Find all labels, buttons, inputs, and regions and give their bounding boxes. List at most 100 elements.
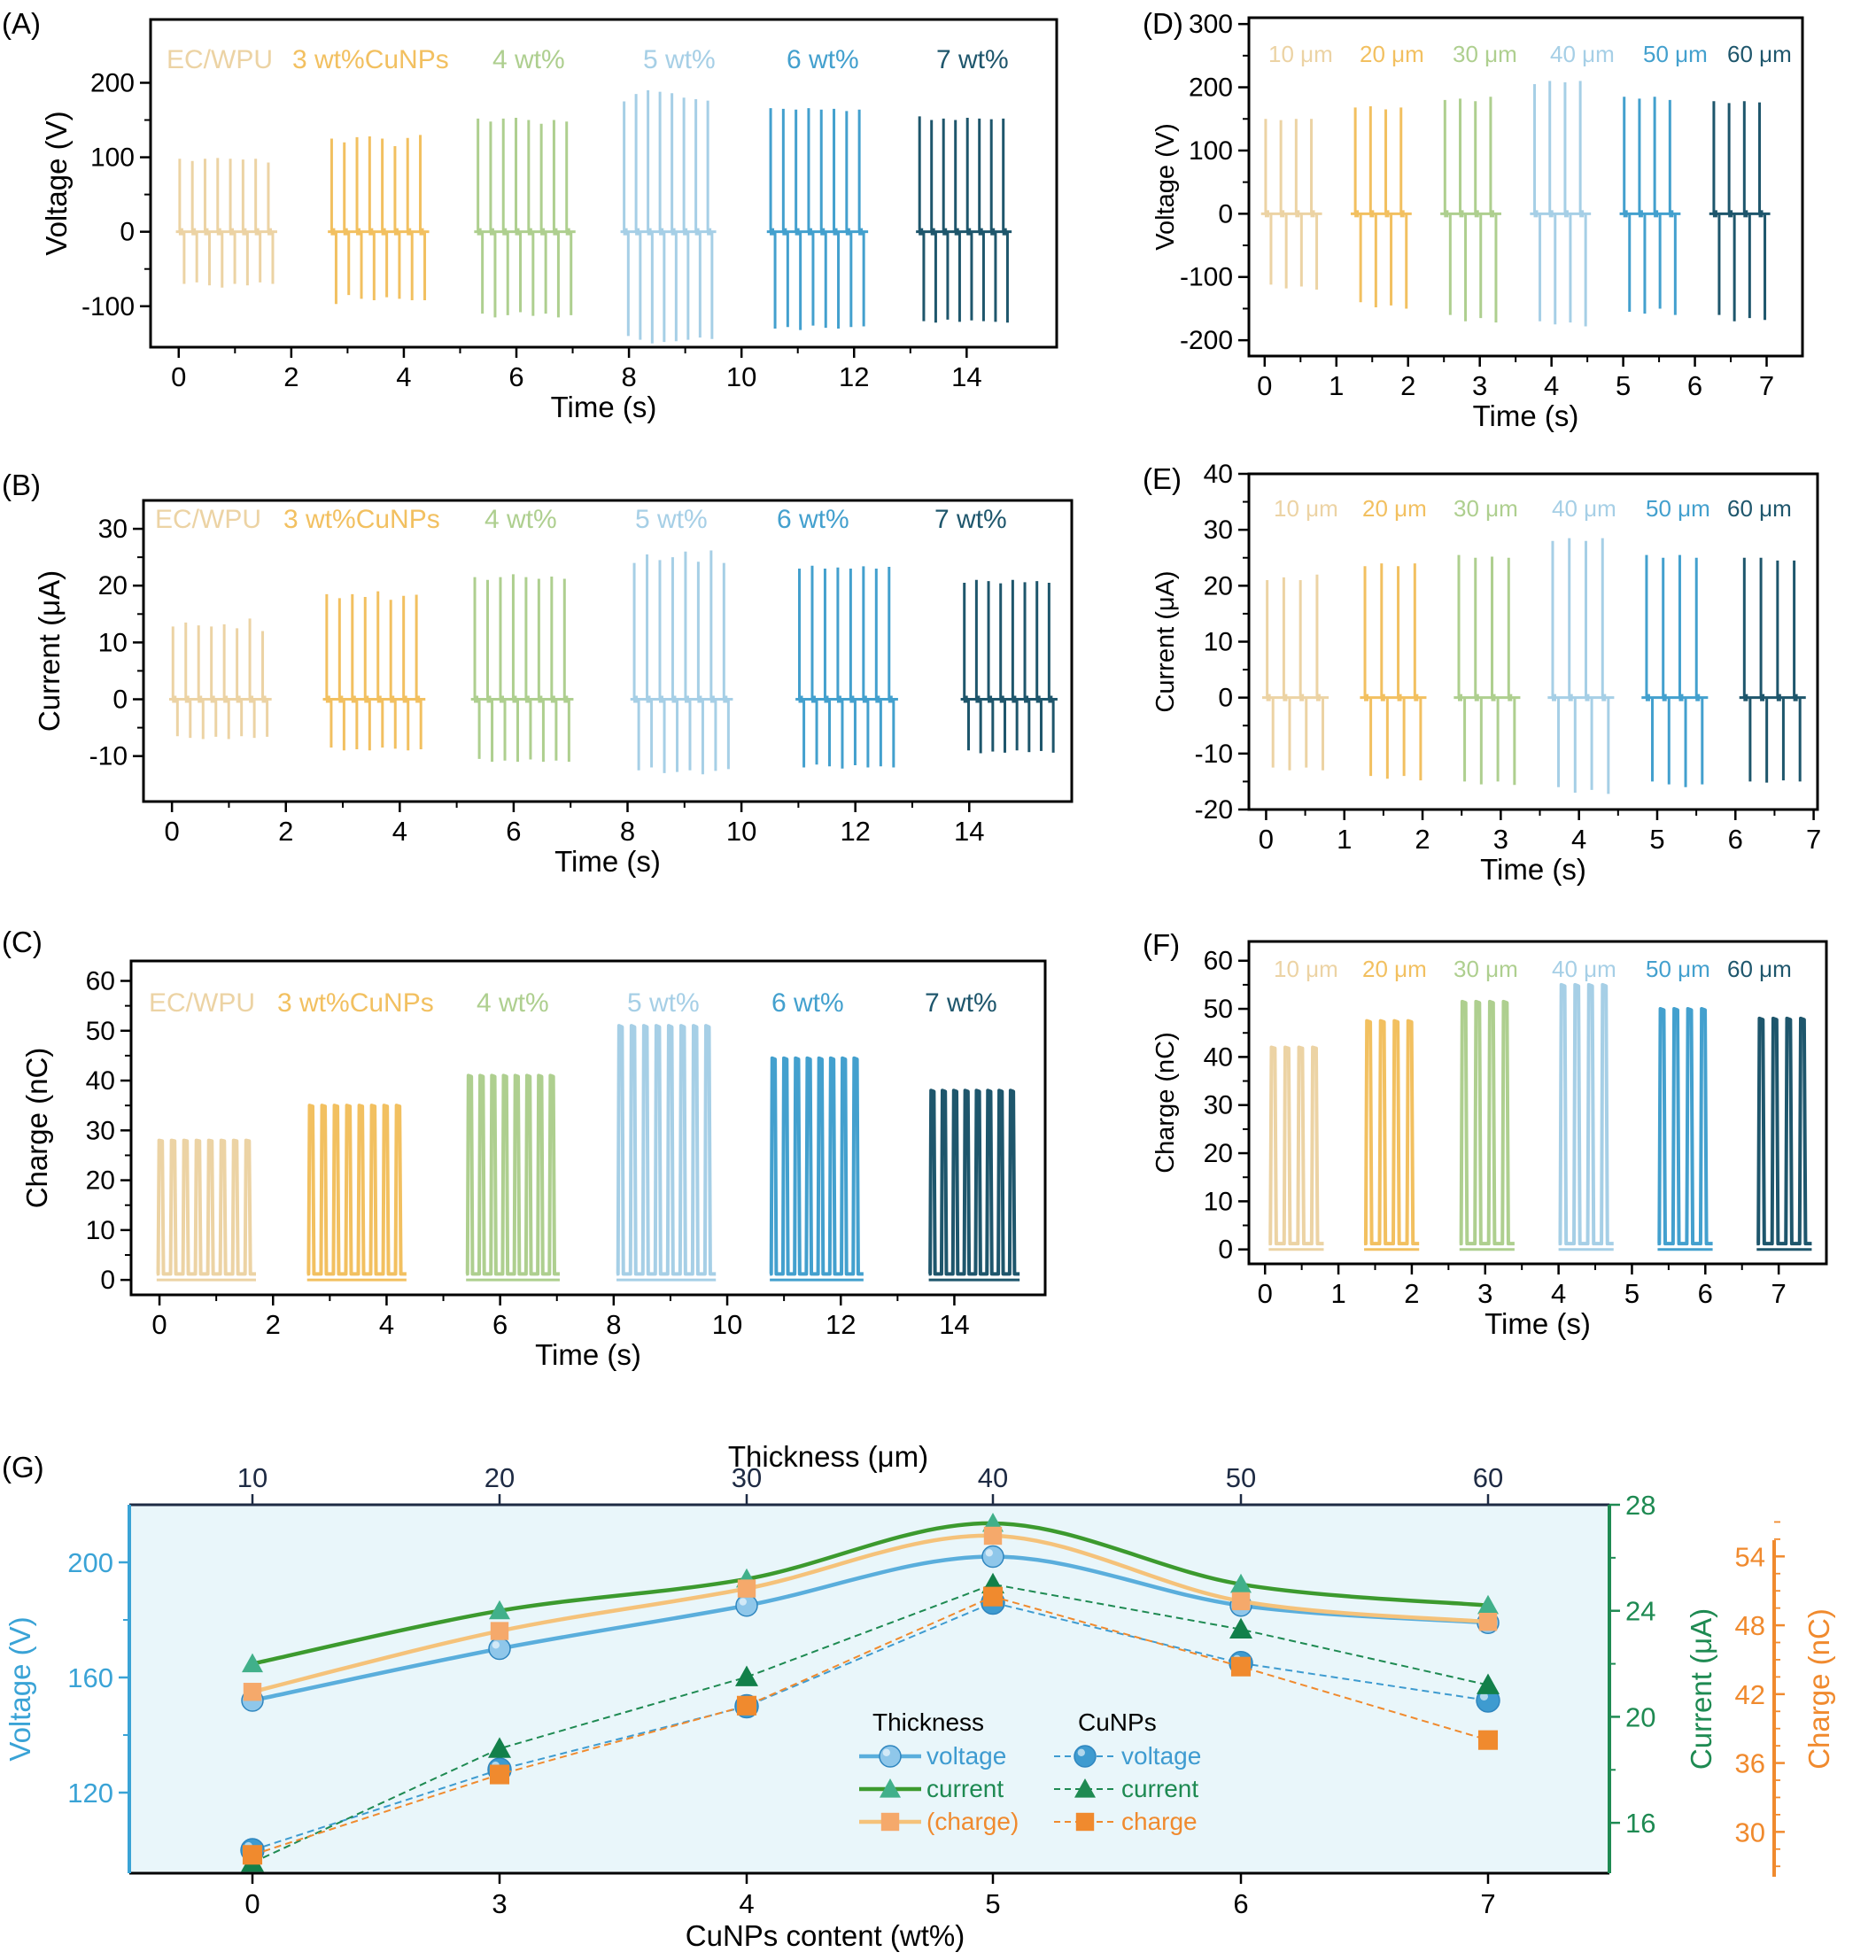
- pulse-noise: [1266, 693, 1271, 701]
- legend-label: 40 μm: [1552, 495, 1616, 522]
- marker-square: [489, 1764, 510, 1785]
- marker-triangle: [1477, 1673, 1500, 1694]
- x-tick-label: 5: [1649, 824, 1664, 855]
- series-2: [1360, 563, 1427, 781]
- pulse-noise: [694, 228, 700, 236]
- pulse-noise: [1533, 210, 1539, 218]
- pulse-noise: [942, 228, 948, 236]
- dashed-line: [252, 1595, 1489, 1856]
- pulse-noise: [999, 695, 1004, 703]
- marker-triangle: [242, 1653, 263, 1673]
- y-tick-label: 50: [1204, 995, 1233, 1024]
- x-tick-label: 0: [244, 1888, 260, 1919]
- y-axis-label: Charge (nC): [20, 1048, 53, 1209]
- y-tick-label: -200: [1180, 326, 1233, 355]
- marker-square: [242, 1845, 263, 1865]
- pulse-noise: [527, 228, 532, 236]
- y-right1-tick-label: 28: [1625, 1490, 1655, 1521]
- marker-highlight: [882, 1748, 890, 1757]
- pulse-noise: [1623, 210, 1628, 218]
- pulse-noise: [499, 695, 504, 703]
- panel-a-voltage-cunps: 0 2 4 6 8 10 12 14 -100 0 100 200 Time (s) Voltage (V…: [40, 18, 1058, 423]
- pulse-noise: [919, 228, 924, 236]
- pulse-noise: [1399, 210, 1405, 218]
- x-tick-label: 3: [1472, 370, 1487, 401]
- y-right2-tick-label: 42: [1735, 1679, 1765, 1710]
- pulse-noise: [477, 228, 482, 236]
- pulse-noise: [1283, 693, 1288, 701]
- pulse-noise: [875, 695, 880, 703]
- pulse-noise: [191, 228, 197, 236]
- pulse-noise: [229, 228, 235, 236]
- y-tick-label: 60: [1204, 947, 1233, 976]
- y-tick-label: 10: [1204, 628, 1233, 657]
- pulse-noise: [419, 228, 424, 236]
- pulse-noise: [325, 695, 330, 703]
- pulse-noise: [393, 228, 399, 236]
- x-tick-label: 1: [1337, 824, 1352, 855]
- panel-e-current-thickness: 0 1 2 3 4 5 6 7 -20 -10 0 10 20 30 40 Time (s) Current (…: [1151, 460, 1821, 886]
- x-tick-label: 4: [396, 361, 411, 392]
- legend-label: 40 μm: [1552, 956, 1616, 982]
- series-1: [175, 158, 277, 288]
- pulse-noise: [1793, 693, 1798, 701]
- pulse-noise: [1678, 693, 1684, 701]
- x-tick-label: 6: [506, 816, 521, 847]
- pulse-noise: [1012, 695, 1017, 703]
- series-4: [630, 550, 733, 775]
- x-tick-label: 4: [739, 1888, 754, 1919]
- pulse-noise: [1489, 210, 1494, 218]
- pulse-noise: [343, 228, 348, 236]
- y-tick-label: 100: [90, 143, 135, 173]
- pulse-noise: [623, 228, 628, 236]
- x-tick-label: 5: [985, 1888, 1000, 1919]
- marker-square: [243, 1683, 262, 1701]
- pulse-noise: [954, 228, 959, 236]
- pulse-noise: [1712, 210, 1717, 218]
- series-2: [328, 135, 430, 305]
- x-axis-label: Time (s): [551, 391, 657, 423]
- y-tick-label: -100: [81, 292, 135, 322]
- x-tick-label: 0: [1259, 824, 1274, 855]
- pulse-noise: [1743, 693, 1748, 701]
- pulse-noise: [798, 695, 803, 703]
- plot-frame: [142, 499, 1074, 803]
- charge-trace: [1657, 1007, 1713, 1246]
- pulse-noise: [975, 695, 981, 703]
- y-tick-label: 30: [1204, 515, 1233, 545]
- x2-tick-label: 10: [237, 1462, 267, 1493]
- series-3: [465, 1073, 560, 1282]
- legend-label: 50 μm: [1646, 495, 1710, 522]
- pulse-noise: [338, 695, 344, 703]
- pulse-noise: [515, 228, 520, 236]
- pulse-noise: [381, 228, 386, 236]
- marker-square: [736, 1695, 757, 1716]
- plot-frame: [1247, 16, 1804, 358]
- x-tick-label: 2: [283, 361, 298, 392]
- pulse-noise: [1459, 210, 1464, 218]
- pulse-noise: [1695, 693, 1701, 701]
- x-tick-label: 3: [492, 1888, 507, 1919]
- pulse-noise: [254, 228, 260, 236]
- marker-highlight: [739, 1598, 747, 1606]
- pulse-noise: [538, 695, 543, 703]
- y-tick-label: -10: [1195, 740, 1233, 769]
- charge-trace: [1363, 1019, 1420, 1246]
- x2-tick-label: 40: [978, 1462, 1008, 1493]
- pulse-noise: [978, 228, 983, 236]
- x-axis-label: Time (s): [535, 1338, 641, 1371]
- y-axis-label: Voltage (V): [1151, 123, 1180, 250]
- legend-label: 10 μm: [1274, 956, 1338, 982]
- x-tick-label: 6: [1698, 1278, 1713, 1309]
- legend-label: 50 μm: [1646, 956, 1710, 982]
- marker-triangle: [1477, 1594, 1499, 1615]
- marker-circle: [1074, 1745, 1097, 1768]
- y-tick-label: 10: [98, 628, 128, 657]
- legend-label: 5 wt%: [635, 505, 708, 534]
- x-tick-label: 7: [1771, 1278, 1787, 1309]
- pulse-noise: [1728, 210, 1733, 218]
- pulse-noise: [364, 695, 369, 703]
- series-2: [1350, 105, 1412, 309]
- charge-trace: [1756, 1016, 1812, 1246]
- x-tick-label: 14: [951, 361, 981, 392]
